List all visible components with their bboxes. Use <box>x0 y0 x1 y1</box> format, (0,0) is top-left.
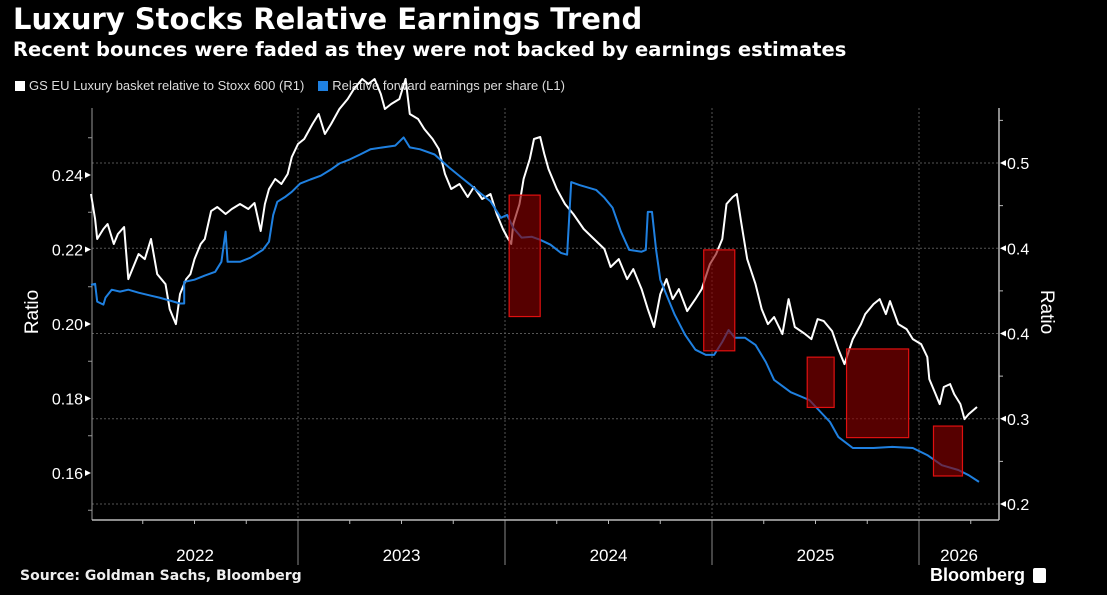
left-tick-marker <box>85 321 91 327</box>
left-tick-label: 0.20 <box>52 317 83 334</box>
legend-item-luxury-basket: GS EU Luxury basket relative to Stoxx 60… <box>15 78 304 93</box>
left-tick-marker <box>85 246 91 253</box>
highlight-box <box>932 425 964 477</box>
legend: GS EU Luxury basket relative to Stoxx 60… <box>15 78 565 93</box>
gridlines <box>92 108 999 520</box>
right-tick-label: 0.3 <box>1007 412 1029 429</box>
legend-item-forward-eps: Relative forward earnings per share (L1) <box>318 78 565 93</box>
legend-label: GS EU Luxury basket relative to Stoxx 60… <box>29 78 305 93</box>
legend-label: Relative forward earnings per share (L1) <box>332 78 565 93</box>
highlight-box <box>806 356 835 409</box>
bloomberg-brand: Bloomberg <box>930 565 1047 586</box>
left-tick-label: 0.22 <box>52 243 83 260</box>
right-tick-marker <box>1000 245 1006 252</box>
left-tick-marker <box>85 172 91 178</box>
legend-swatch-white <box>15 80 25 91</box>
legend-swatch-blue <box>318 80 329 91</box>
chart-title: Luxury Stocks Relative Earnings Trend <box>13 2 643 36</box>
right-tick-label: 0.4 <box>1007 327 1029 344</box>
x-tick-label: 2025 <box>797 546 835 565</box>
right-tick-label: 0.5 <box>1007 156 1029 173</box>
axes: 0.16 0.18 0.20 0.22 0.24 0.2 0.3 0.4 0.4 0.5 2022 2… <box>52 108 1029 565</box>
highlight-box <box>845 348 910 439</box>
left-tick-label: 0.16 <box>52 466 83 483</box>
left-tick-label: 0.24 <box>52 168 83 185</box>
highlight-boxes <box>508 194 964 477</box>
x-tick-label: 2023 <box>383 546 421 565</box>
right-tick-marker <box>1000 330 1006 337</box>
x-tick-label: 2022 <box>176 546 214 565</box>
right-axis-label: Ratio <box>1036 290 1057 334</box>
right-tick-marker <box>1000 501 1006 508</box>
chart-subtitle: Recent bounces were faded as they were n… <box>13 38 847 61</box>
bloomberg-logo-icon <box>1033 568 1047 583</box>
series-line-forward-eps <box>90 136 980 483</box>
brand-text: Bloomberg <box>930 565 1026 585</box>
x-tick-label: 2024 <box>590 546 628 565</box>
left-tick-marker <box>85 470 91 476</box>
left-tick-marker <box>85 395 91 402</box>
right-tick-label: 0.4 <box>1007 241 1029 258</box>
highlight-box <box>508 194 541 318</box>
right-tick-marker <box>1000 160 1006 166</box>
highlight-box <box>703 249 736 352</box>
left-tick-label: 0.18 <box>52 392 83 409</box>
right-tick-label: 0.2 <box>1007 497 1029 514</box>
source-note: Source: Goldman Sachs, Bloomberg <box>20 568 302 584</box>
left-axis-label: Ratio <box>22 290 43 334</box>
x-tick-label: 2026 <box>940 546 978 565</box>
right-tick-marker <box>1000 415 1006 422</box>
